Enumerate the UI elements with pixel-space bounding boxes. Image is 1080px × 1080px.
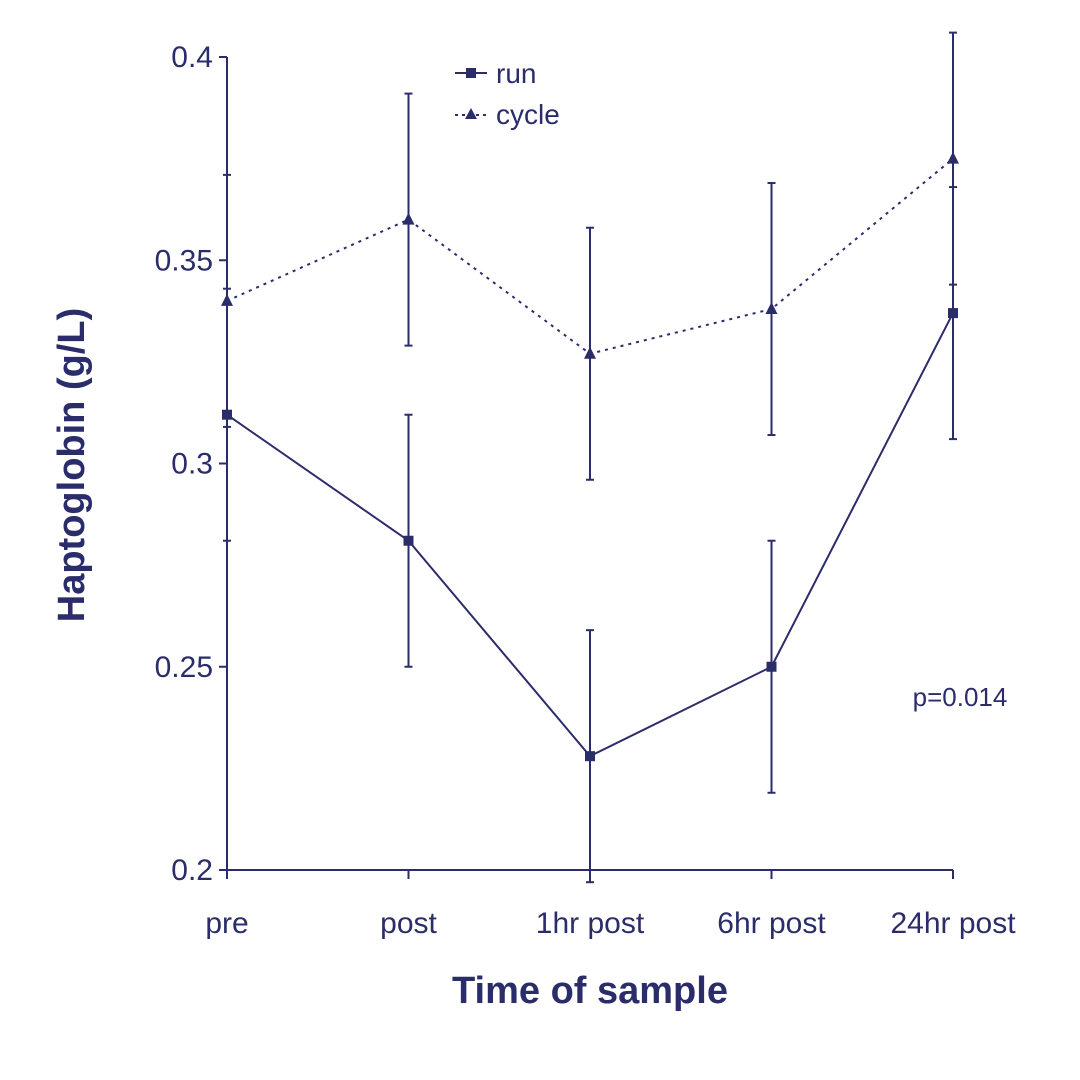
marker-run [585, 751, 595, 762]
marker-run [222, 409, 232, 420]
marker-cycle [584, 346, 596, 359]
y-tick-label: 0.35 [155, 244, 213, 277]
marker-cycle [947, 151, 959, 164]
legend: run cycle [455, 58, 560, 130]
x-tick-label: 24hr post [890, 907, 1016, 940]
x-tick-label: 1hr post [536, 907, 645, 940]
x-axis-title: Time of sample [452, 970, 728, 1012]
data-markers [221, 151, 959, 762]
marker-run [948, 308, 958, 319]
y-tick-label: 0.2 [171, 854, 213, 887]
y-tick-label: 0.25 [155, 651, 213, 684]
x-tick-label: 6hr post [717, 907, 826, 940]
tick-labels: 0.2 0.25 0.3 0.35 0.4 pre post 1hr post 6hr post… [155, 41, 1017, 940]
x-tick-label: post [380, 907, 437, 940]
legend-run-marker [466, 68, 476, 78]
legend-cycle-label: cycle [496, 99, 560, 130]
x-tick-label: pre [205, 907, 248, 940]
y-axis-title: Haptoglobin (g/L) [51, 308, 93, 622]
marker-cycle [221, 293, 233, 306]
marker-cycle [765, 302, 778, 315]
p-value-annotation: p=0.014 [913, 682, 1008, 712]
marker-run [766, 661, 777, 672]
y-tick-label: 0.3 [171, 448, 213, 481]
legend-run-label: run [496, 58, 536, 89]
marker-cycle [402, 212, 415, 225]
legend-cycle-marker [465, 108, 477, 119]
marker-run [403, 535, 414, 546]
y-tick-label: 0.4 [171, 41, 213, 74]
